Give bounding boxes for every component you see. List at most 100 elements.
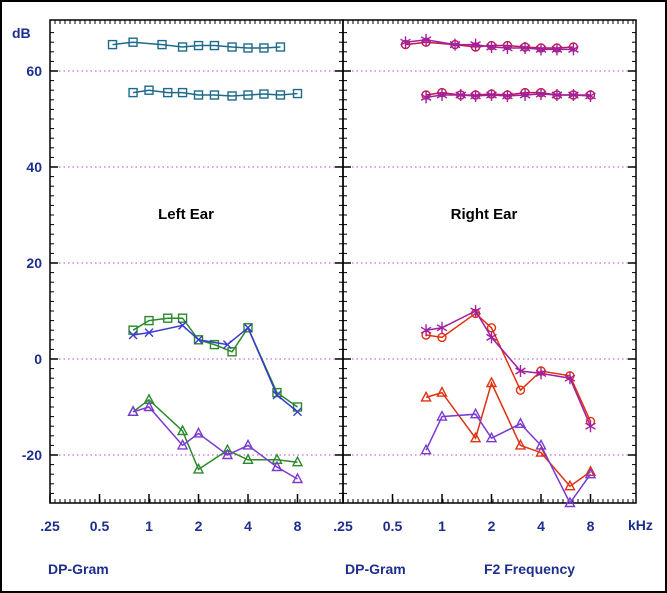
data-point [564,372,576,385]
data-point [272,387,282,398]
data-point [178,320,188,330]
data-point [144,328,154,338]
data-point [227,347,237,357]
series-line [132,398,298,471]
data-point [551,43,563,56]
data-point [163,87,173,98]
footer-right-label-1: DP-Gram [345,561,406,577]
data-point [291,455,304,467]
data-point [436,321,448,334]
series-layer [107,33,597,508]
data-point [209,40,220,51]
x-tick-label: 4 [244,518,252,534]
series-line [405,41,574,49]
data-point [259,89,269,99]
footer-right-label-2: F2 Frequency [484,561,575,577]
data-point [243,90,253,100]
data-point [128,330,138,340]
data-point [275,90,286,100]
series-1-1 [400,33,579,56]
series-line [425,380,591,488]
data-point [192,426,205,438]
right-ear-title: Right Ear [451,206,518,223]
data-point [449,38,461,51]
data-point [107,39,118,50]
data-point [271,460,283,472]
data-point [420,443,432,455]
data-point [469,407,482,419]
data-point [275,42,286,52]
data-point [127,405,139,416]
series-line [425,310,592,427]
data-point [192,462,205,474]
x-tick-label: 8 [294,518,302,534]
data-point [485,376,498,388]
left-ear-title: Left Ear [158,206,214,223]
data-point [519,41,531,54]
data-point [470,89,481,102]
y-tick-label: -20 [22,447,42,463]
data-point [293,407,302,417]
series-line [425,413,592,505]
data-point [291,472,304,484]
x-tick-label: 0.5 [383,518,403,534]
footer-left-label: DP-Gram [48,561,109,577]
data-point [209,90,220,100]
data-point [436,386,448,397]
data-point [551,89,563,101]
data-point [514,417,527,428]
data-point [486,41,497,53]
data-point [535,446,547,457]
data-point [221,443,234,455]
data-point [455,89,467,101]
data-point [436,89,448,101]
data-point [470,38,481,51]
data-point [486,89,497,101]
data-point [486,331,497,344]
data-point [436,410,448,421]
series-line [112,41,281,49]
data-point [568,89,579,101]
data-point [227,91,237,101]
data-point [128,37,138,47]
data-point [242,438,254,450]
data-point [157,39,167,50]
data-point [209,339,220,350]
data-point [227,42,237,52]
data-point [292,88,303,99]
data-point [177,42,188,52]
data-point [584,467,597,479]
data-point [420,91,432,104]
data-point [242,453,254,464]
x-tick-label: 2 [488,518,496,534]
data-point [193,90,204,100]
data-point [420,324,432,337]
data-point [194,335,203,345]
series-0-1 [128,85,303,101]
data-point [272,390,282,400]
data-point [177,87,188,98]
data-point [514,438,527,450]
data-point [176,438,189,450]
x-tick-label: 4 [537,518,545,534]
data-point [535,438,547,450]
x-tick-label: 8 [587,518,595,534]
data-point [502,89,513,102]
series-0-4 [127,393,304,474]
data-point [485,431,498,443]
data-point [515,365,526,377]
data-point [535,43,547,56]
x-unit-label: kHz [628,517,653,533]
data-point [176,424,189,436]
data-point [243,43,253,53]
data-point [221,448,234,460]
series-line [132,406,298,480]
data-point [163,313,173,323]
series-0-5 [127,400,304,484]
data-point [585,89,596,102]
series-0-0 [107,37,286,53]
data-point [222,340,232,350]
data-point [470,305,481,317]
